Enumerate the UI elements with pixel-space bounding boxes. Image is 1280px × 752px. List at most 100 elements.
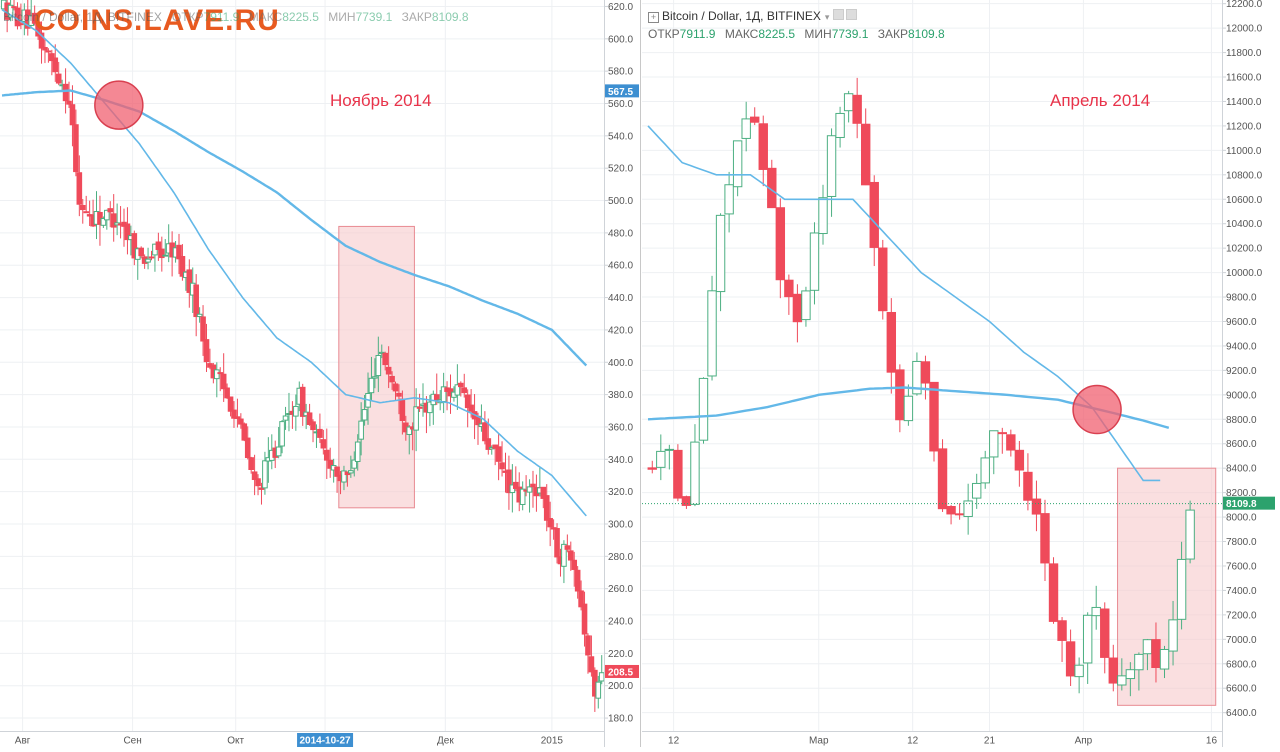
candle [375,336,382,393]
candle-body [732,140,743,188]
close-icon[interactable] [846,9,858,20]
candle-body [42,46,48,51]
candle [18,3,24,30]
candle-body [217,372,224,375]
candle-body [1117,675,1127,686]
price-tick-label: 7400.0 [1226,586,1257,597]
candle-body [1031,498,1042,515]
price-tick-label: 520.0 [608,164,633,175]
candle [234,398,241,428]
candle-body [124,223,131,241]
candle-body [954,513,965,516]
candle [574,566,581,599]
candle [389,371,395,390]
candle [690,424,700,507]
settings-icon[interactable] [833,9,845,20]
candle-body [148,256,155,259]
candle-body [530,483,536,488]
expand-icon[interactable]: + [648,12,659,23]
candle-body [351,459,358,469]
candle-body [31,12,38,24]
candle [937,439,948,512]
candle [758,115,768,187]
candle-body [389,375,395,383]
candle [1168,600,1178,666]
candle [213,362,220,398]
candle [45,48,52,63]
candle [567,541,574,571]
candle [162,239,169,257]
candle-body [76,172,83,205]
candle [1134,652,1144,691]
candle-body [878,247,888,312]
price-tag-label: 567.5 [608,87,633,98]
candle-body [83,211,90,214]
candle-body [155,241,162,251]
right-ohlc-row: ОТКР7911.9 МАКС8225.5 МИН7739.1 ЗАКР8109… [648,27,951,41]
candle-body [323,449,330,461]
candle [1023,453,1033,511]
candle-body [997,432,1007,435]
price-tick-label: 300.0 [608,519,633,530]
price-tick-label: 200.0 [608,681,633,692]
price-tick-label: 620.0 [608,2,633,13]
candle [104,209,110,230]
price-tick-label: 6800.0 [1226,659,1257,670]
right-chart-title[interactable]: Bitcoin / Dollar, 1Д, BITFINEX [662,9,821,23]
candle-body [801,290,811,321]
candle-body [35,21,41,37]
candle-body [7,4,14,18]
candle-body [809,232,820,291]
candle-body [1125,669,1136,680]
candle [52,44,59,82]
dropdown-chevron-icon[interactable]: ▾ [824,12,830,22]
candle [35,16,41,40]
price-tick-label: 10200.0 [1226,244,1263,255]
candle-body [647,467,657,470]
price-tick-label: 280.0 [608,552,633,563]
candle-body [203,339,210,363]
candle-body [251,471,258,480]
candle [724,171,734,233]
candle-body [159,248,165,259]
candle-body [690,441,700,505]
price-tick-label: 10000.0 [1226,268,1263,279]
panel-1: 6400.0 6600.0 6800.0 7000.0 7200.0 7400.0 7600… [642,0,1280,747]
candle [107,201,114,228]
candle-body [519,488,526,505]
candle-body [482,422,488,442]
candle [895,364,905,433]
candle-body [540,486,547,499]
candle [224,383,230,399]
candle [920,355,931,400]
candle-body [375,355,382,377]
candle-body [73,124,79,173]
candle-body [578,590,584,608]
candle-body [258,487,265,490]
candle-body [310,421,316,431]
candle-body [416,406,423,409]
candle [42,39,48,64]
candle [1014,440,1025,487]
price-tick-label: 11400.0 [1226,97,1262,108]
price-tick-label: 8800.0 [1226,415,1257,426]
candle [49,49,55,76]
candle [775,198,786,299]
candle [176,233,182,275]
candle-body [241,423,248,441]
candle [963,483,973,535]
candle [540,486,547,509]
candle-body [52,57,59,73]
candle-body [598,672,605,682]
right-annotation: Апрель 2014 [1050,91,1151,110]
candle [382,351,389,371]
candle-body [585,635,591,656]
candle [1125,662,1136,697]
candle-body [299,386,306,417]
price-tick-label: 400.0 [608,358,633,369]
candle [1091,585,1101,630]
left-close-value: 8109.8 [431,10,469,24]
right-close-label: ЗАКР [877,27,908,41]
left-chart-title[interactable]: Bitcoin / Dollar, 1Д, BITFINEX [3,10,162,24]
